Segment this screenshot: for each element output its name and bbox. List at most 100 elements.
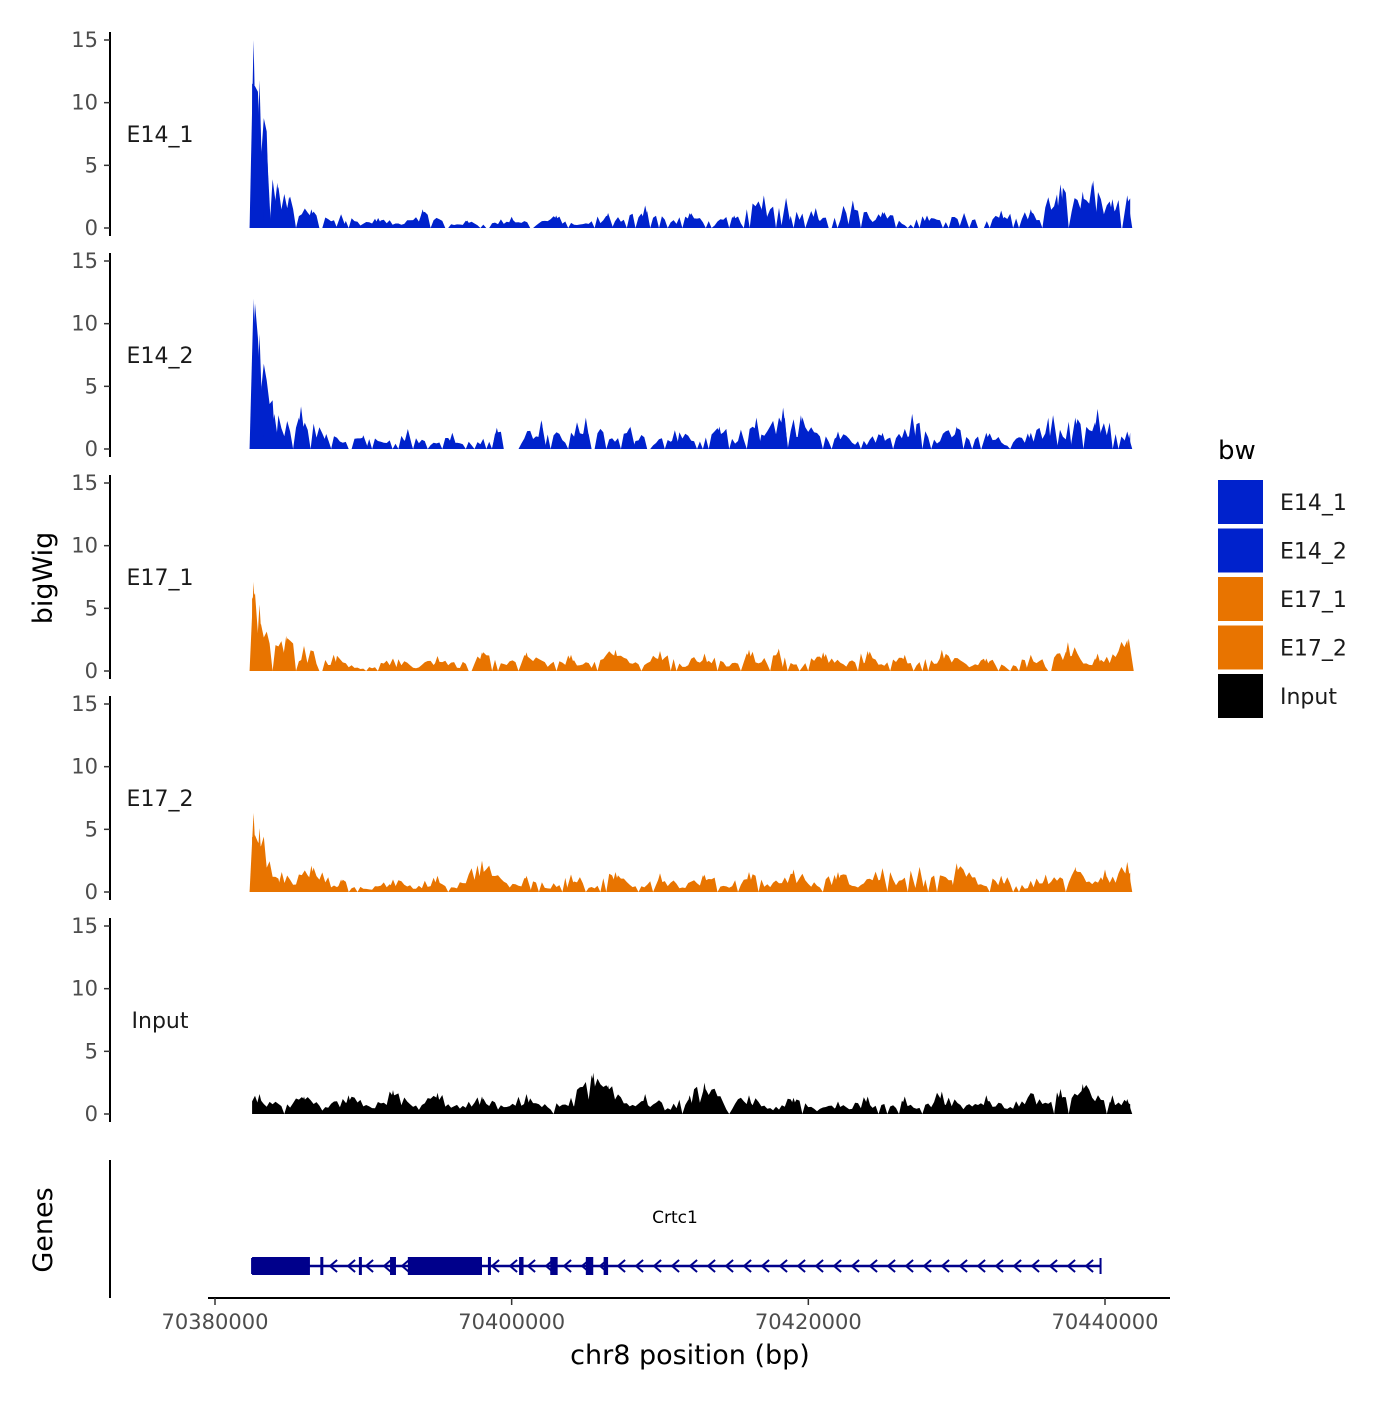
strand-arrow bbox=[886, 1259, 896, 1273]
signal-peak bbox=[788, 869, 799, 892]
x-axis-title: chr8 position (bp) bbox=[570, 1340, 810, 1371]
tracks-layer: 0 5 10 15 E14_1 0 5 10 15 E14_2 0 5 10 15 E17_1 0 5 10 15 E… bbox=[71, 28, 1134, 1126]
signal-peak bbox=[699, 653, 710, 671]
y-tick-label: 0 bbox=[85, 659, 98, 683]
signal-peak bbox=[261, 866, 272, 892]
signal-peak bbox=[1123, 638, 1134, 671]
strand-arrow bbox=[868, 1259, 878, 1273]
signal-peak bbox=[491, 427, 502, 449]
signal-peak bbox=[521, 875, 532, 892]
strand-arrow bbox=[940, 1259, 950, 1273]
signal-peak bbox=[610, 871, 621, 892]
signal-peak bbox=[773, 648, 784, 671]
signal-peak bbox=[640, 1093, 651, 1114]
signal-peak bbox=[877, 211, 888, 228]
signal-peak bbox=[936, 1091, 947, 1114]
y-tick-label: 15 bbox=[71, 28, 98, 52]
signal-peak bbox=[684, 1095, 695, 1114]
strand-arrow bbox=[526, 1259, 536, 1273]
signal-peak bbox=[1062, 642, 1073, 671]
signal-peak bbox=[899, 654, 910, 671]
signal-peak bbox=[255, 828, 264, 892]
signal-peak bbox=[833, 431, 843, 449]
signal-peak bbox=[255, 80, 264, 229]
y-tick-label: 5 bbox=[85, 1039, 98, 1063]
legend-label: E14_1 bbox=[1280, 491, 1347, 516]
y-tick-label: 15 bbox=[71, 692, 98, 716]
signal-peak bbox=[877, 868, 888, 892]
signal-peak bbox=[402, 428, 413, 449]
signal-peak bbox=[714, 426, 725, 449]
signal-peak bbox=[744, 649, 754, 671]
signal-peak bbox=[751, 417, 762, 449]
track-e17-2: 0 5 10 15 E17_2 bbox=[71, 692, 1133, 904]
signal-peak bbox=[1122, 1098, 1133, 1114]
signal-peak bbox=[603, 1085, 614, 1114]
y-tick-label: 0 bbox=[85, 880, 98, 904]
legend-title: bw bbox=[1218, 436, 1256, 466]
signal-peak bbox=[328, 654, 339, 671]
y-tick-label: 10 bbox=[71, 91, 98, 115]
gene-name-label: Crtc1 bbox=[652, 1208, 698, 1228]
strand-arrow bbox=[346, 1259, 356, 1273]
legend: bw E14_1 E14_2 E17_1 E17_2 Input bbox=[1218, 436, 1347, 718]
x-tick-label: 70420000 bbox=[755, 1310, 862, 1334]
signal-peak bbox=[249, 40, 258, 228]
strand-arrow bbox=[382, 1259, 392, 1273]
signal-peak bbox=[477, 860, 487, 892]
track-input: 0 5 10 15 Input bbox=[71, 914, 1133, 1126]
signal-peak bbox=[462, 220, 473, 228]
strand-arrow bbox=[562, 1259, 572, 1273]
signal-peak bbox=[818, 652, 829, 671]
strand-arrow bbox=[1084, 1259, 1094, 1273]
signal-peak bbox=[580, 417, 591, 449]
signal-peak bbox=[255, 604, 264, 671]
signal-peak bbox=[781, 197, 792, 228]
signal-peak bbox=[1070, 866, 1081, 892]
y-tick-label: 15 bbox=[71, 914, 98, 938]
signal-peak bbox=[981, 432, 992, 449]
signal-peak bbox=[276, 871, 287, 892]
y-tick-label: 10 bbox=[71, 977, 98, 1001]
signal-peak bbox=[1025, 209, 1036, 228]
signal-peak bbox=[262, 150, 271, 228]
signal-peak bbox=[1122, 195, 1133, 228]
x-axis: 70380000 70400000 70420000 70440000 bbox=[162, 1297, 1170, 1334]
signal-peak bbox=[566, 874, 576, 892]
signal-peak bbox=[1100, 869, 1110, 892]
signal-peak bbox=[1070, 417, 1081, 449]
track-label: Input bbox=[132, 1009, 189, 1034]
signal-peak bbox=[249, 813, 258, 892]
track-e14-2: 0 5 10 15 E14_2 bbox=[71, 249, 1133, 461]
signal-peak bbox=[981, 1095, 992, 1114]
signal-peak bbox=[1107, 1095, 1118, 1114]
gene-exon bbox=[487, 1257, 491, 1275]
signal-peak bbox=[625, 426, 636, 449]
signal-area-e17-1 bbox=[252, 593, 1131, 671]
strand-arrow bbox=[814, 1259, 824, 1273]
strand-arrow bbox=[1030, 1259, 1040, 1273]
y-axis-title: bigWig bbox=[28, 532, 59, 625]
signal-peak bbox=[996, 210, 1007, 228]
track-label: E17_2 bbox=[127, 787, 194, 812]
signal-area-e17-2 bbox=[252, 835, 1131, 892]
signal-peak bbox=[1077, 191, 1088, 228]
y-tick-label: 15 bbox=[71, 471, 98, 495]
signal-peak bbox=[336, 214, 347, 228]
signal-peak bbox=[343, 1095, 354, 1114]
signal-peak bbox=[996, 875, 1007, 892]
legend-swatch bbox=[1218, 528, 1263, 573]
signal-peak bbox=[936, 649, 947, 671]
strand-arrow bbox=[1012, 1259, 1022, 1273]
strand-arrow bbox=[994, 1259, 1004, 1273]
signal-peak bbox=[684, 212, 695, 228]
signal-peak bbox=[758, 195, 769, 228]
strand-arrow bbox=[832, 1259, 842, 1273]
gene-exon bbox=[603, 1257, 609, 1275]
signal-peak bbox=[566, 654, 576, 671]
signal-peak bbox=[699, 1082, 710, 1114]
legend-swatch bbox=[1218, 480, 1263, 524]
legend-swatch bbox=[1218, 674, 1263, 718]
gene-exon bbox=[550, 1257, 558, 1275]
